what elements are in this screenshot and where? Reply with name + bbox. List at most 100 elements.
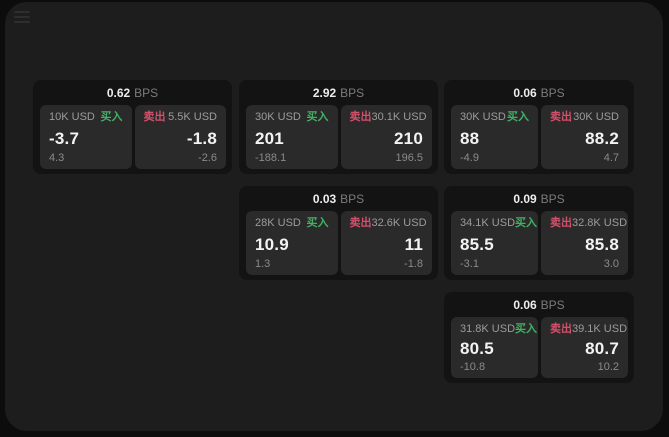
sell-price: -1.8 bbox=[186, 128, 217, 148]
sell-amount: 5.5K USD bbox=[168, 111, 217, 123]
sell-delta: 4.7 bbox=[603, 152, 619, 164]
buy-price: 85.5 bbox=[460, 234, 494, 254]
buy-amount: 31.8K USD bbox=[460, 323, 516, 335]
bps-value: 0.03 bbox=[312, 191, 337, 206]
sell-side-label: 卖出 bbox=[349, 217, 372, 229]
bps-value: 0.06 bbox=[513, 85, 537, 100]
quote-card-body: 10K USD 买入 -3.7 4.3 卖出 5.5K USD -1.8 -2.… bbox=[33, 105, 232, 174]
sell-panel[interactable]: 卖出 30K USD 88.2 4.7 bbox=[541, 105, 628, 169]
buy-panel[interactable]: 10K USD 买入 -3.7 4.3 bbox=[40, 105, 132, 169]
buy-side-label: 买入 bbox=[507, 111, 529, 123]
sell-delta: -2.6 bbox=[198, 152, 217, 164]
buy-price: 201 bbox=[255, 128, 284, 148]
buy-price: -3.7 bbox=[49, 128, 80, 148]
buy-amount: 34.1K USD bbox=[460, 217, 516, 229]
buy-side-label: 买入 bbox=[100, 111, 123, 123]
sell-panel-header: 卖出 30K USD bbox=[550, 111, 619, 124]
sell-amount: 30K USD bbox=[573, 111, 619, 123]
hamburger-menu-icon[interactable] bbox=[14, 11, 30, 23]
sell-side-label: 卖出 bbox=[550, 217, 572, 229]
menu-bar bbox=[14, 16, 30, 18]
bps-value: 0.09 bbox=[513, 191, 537, 206]
menu-bar bbox=[14, 21, 30, 23]
buy-side-label: 买入 bbox=[515, 217, 538, 229]
bps-header: 0.09 BPS bbox=[444, 186, 634, 211]
buy-amount: 30K USD bbox=[255, 111, 301, 123]
sell-price: 88.2 bbox=[585, 128, 619, 148]
quote-card[interactable]: 0.06 BPS 31.8K USD 买入 80.5 -10.8 卖出 39.1… bbox=[444, 292, 634, 383]
sell-panel[interactable]: 卖出 30.1K USD 210 196.5 bbox=[340, 105, 432, 169]
sell-price: 210 bbox=[394, 128, 423, 148]
bps-label: BPS bbox=[540, 191, 565, 206]
quote-card[interactable]: 0.62 BPS 10K USD 买入 -3.7 4.3 卖出 5.5K USD… bbox=[33, 80, 232, 174]
buy-panel[interactable]: 28K USD 买入 10.9 1.3 bbox=[246, 211, 338, 275]
bps-header: 0.03 BPS bbox=[239, 186, 438, 211]
bps-header: 0.06 BPS bbox=[444, 292, 634, 317]
buy-delta: -188.1 bbox=[255, 152, 287, 164]
bps-value: 0.06 bbox=[513, 297, 537, 312]
sell-side-label: 卖出 bbox=[349, 111, 372, 123]
sell-delta: 3.0 bbox=[603, 258, 619, 270]
buy-delta: -4.9 bbox=[460, 152, 479, 164]
buy-delta: 1.3 bbox=[255, 258, 271, 270]
buy-side-label: 买入 bbox=[306, 217, 329, 229]
sell-panel-header: 卖出 32.6K USD bbox=[349, 217, 427, 230]
buy-panel-header: 30K USD 买入 bbox=[255, 111, 329, 124]
buy-delta: 4.3 bbox=[49, 152, 65, 164]
sell-panel[interactable]: 卖出 32.8K USD 85.8 3.0 bbox=[541, 211, 628, 275]
quote-card[interactable]: 0.03 BPS 28K USD 买入 10.9 1.3 卖出 32.6K US… bbox=[239, 186, 438, 280]
sell-price: 85.8 bbox=[585, 234, 619, 254]
sell-delta: 10.2 bbox=[597, 361, 619, 373]
quote-card-body: 30K USD 买入 201 -188.1 卖出 30.1K USD 210 1… bbox=[239, 105, 438, 174]
bps-label: BPS bbox=[134, 85, 159, 100]
bps-value: 2.92 bbox=[312, 85, 337, 100]
quote-card-body: 28K USD 买入 10.9 1.3 卖出 32.6K USD 11 -1.8 bbox=[239, 211, 438, 280]
buy-amount: 28K USD bbox=[255, 217, 301, 229]
quote-card[interactable]: 0.06 BPS 30K USD 买入 88 -4.9 卖出 30K USD 8… bbox=[444, 80, 634, 174]
quote-card-body: 34.1K USD 买入 85.5 -3.1 卖出 32.8K USD 85.8… bbox=[444, 211, 634, 280]
buy-panel[interactable]: 34.1K USD 买入 85.5 -3.1 bbox=[451, 211, 538, 275]
buy-amount: 10K USD bbox=[49, 111, 95, 123]
sell-panel[interactable]: 卖出 5.5K USD -1.8 -2.6 bbox=[134, 105, 226, 169]
buy-side-label: 买入 bbox=[515, 323, 538, 335]
menu-bar bbox=[14, 11, 30, 13]
bps-label: BPS bbox=[340, 85, 365, 100]
buy-price: 80.5 bbox=[460, 339, 494, 358]
buy-panel-header: 34.1K USD 买入 bbox=[460, 217, 537, 230]
buy-panel-header: 30K USD 买入 bbox=[460, 111, 529, 124]
buy-panel[interactable]: 30K USD 买入 201 -188.1 bbox=[246, 105, 338, 169]
buy-delta: -3.1 bbox=[460, 258, 479, 270]
buy-panel-header: 31.8K USD 买入 bbox=[460, 323, 537, 336]
sell-panel[interactable]: 卖出 32.6K USD 11 -1.8 bbox=[340, 211, 432, 275]
sell-delta: -1.8 bbox=[404, 258, 423, 270]
sell-price: 80.7 bbox=[585, 339, 619, 358]
quote-card[interactable]: 0.09 BPS 34.1K USD 买入 85.5 -3.1 卖出 32.8K… bbox=[444, 186, 634, 280]
bps-header: 2.92 BPS bbox=[239, 80, 438, 105]
bps-label: BPS bbox=[540, 85, 565, 100]
sell-side-label: 卖出 bbox=[550, 323, 572, 335]
sell-panel-header: 卖出 30.1K USD bbox=[349, 111, 427, 124]
buy-delta: -10.8 bbox=[460, 361, 486, 373]
sell-side-label: 卖出 bbox=[550, 111, 572, 123]
buy-panel[interactable]: 31.8K USD 买入 80.5 -10.8 bbox=[451, 317, 538, 378]
bps-header: 0.06 BPS bbox=[444, 80, 634, 105]
sell-price: 11 bbox=[404, 234, 423, 254]
sell-panel-header: 卖出 32.8K USD bbox=[550, 217, 627, 230]
bps-label: BPS bbox=[340, 191, 365, 206]
sell-amount: 39.1K USD bbox=[572, 323, 628, 335]
sell-panel[interactable]: 卖出 39.1K USD 80.7 10.2 bbox=[541, 317, 628, 378]
buy-side-label: 买入 bbox=[306, 111, 329, 123]
buy-amount: 30K USD bbox=[460, 111, 506, 123]
quote-card[interactable]: 2.92 BPS 30K USD 买入 201 -188.1 卖出 30.1K … bbox=[239, 80, 438, 174]
sell-delta: 196.5 bbox=[395, 152, 423, 164]
quote-card-body: 30K USD 买入 88 -4.9 卖出 30K USD 88.2 4.7 bbox=[444, 105, 634, 174]
buy-panel[interactable]: 30K USD 买入 88 -4.9 bbox=[451, 105, 538, 169]
sell-side-label: 卖出 bbox=[143, 111, 166, 123]
bps-header: 0.62 BPS bbox=[33, 80, 232, 105]
bps-label: BPS bbox=[540, 297, 565, 312]
bps-value: 0.62 bbox=[106, 85, 131, 100]
buy-price: 10.9 bbox=[255, 234, 289, 254]
sell-panel-header: 卖出 39.1K USD bbox=[550, 323, 627, 336]
buy-price: 88 bbox=[460, 128, 480, 148]
